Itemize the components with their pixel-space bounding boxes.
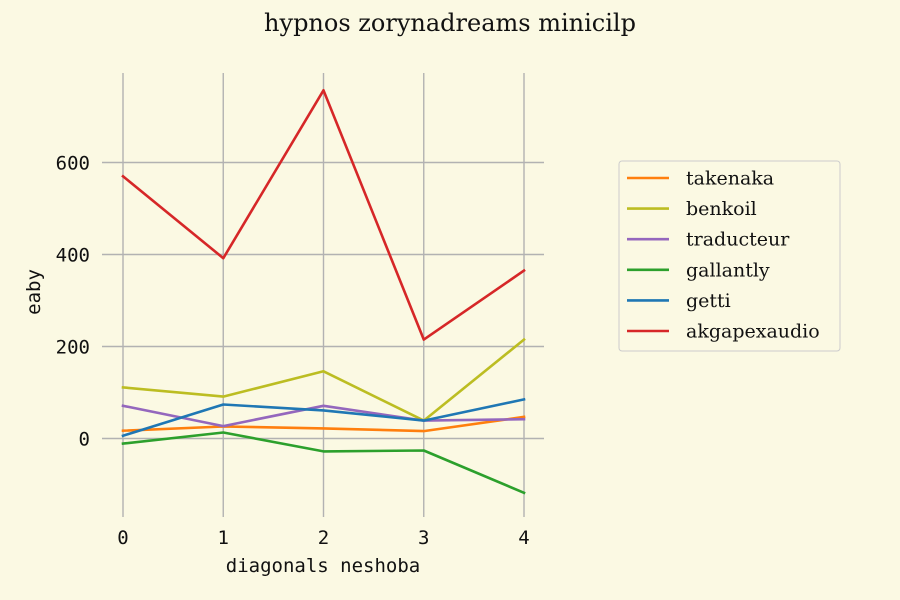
legend-label: traducteur	[686, 229, 790, 251]
legend-label: gallantly	[686, 259, 770, 281]
legend-label: getti	[686, 290, 731, 312]
x-tick-label: 0	[117, 527, 128, 549]
x-tick-label: 3	[418, 527, 429, 549]
y-tick-label: 400	[56, 245, 90, 267]
y-tick-label: 200	[56, 337, 90, 359]
series-line-gallantly	[121, 431, 526, 495]
x-tick-label: 4	[518, 527, 529, 549]
legend-label: takenaka	[686, 168, 774, 190]
x-axis-ticks: 0 1 2 3 4	[117, 527, 529, 549]
series-line-benkoil	[121, 337, 526, 422]
y-axis-label: eaby	[23, 269, 45, 315]
y-axis-ticks: 0 200 400 600	[56, 153, 90, 451]
y-tick-label: 600	[56, 153, 90, 175]
series-line-getti	[121, 397, 526, 438]
legend-box	[618, 160, 841, 352]
x-axis-label: diagonals neshoba	[226, 555, 420, 577]
x-tick-label: 1	[218, 527, 229, 549]
legend-label: akgapexaudio	[686, 321, 820, 343]
series-lines	[121, 89, 526, 495]
x-tick-label: 2	[318, 527, 329, 549]
legend: takenaka benkoil traducteur gallantly getti a…	[618, 160, 841, 352]
series-line-traducteur	[121, 404, 526, 428]
y-tick-label: 0	[79, 429, 90, 451]
legend-label: benkoil	[686, 198, 757, 220]
series-line-akgapexaudio	[121, 89, 526, 341]
series-line-takenaka	[121, 415, 526, 433]
chart-title: hypnos zorynadreams minicilp	[264, 9, 636, 37]
